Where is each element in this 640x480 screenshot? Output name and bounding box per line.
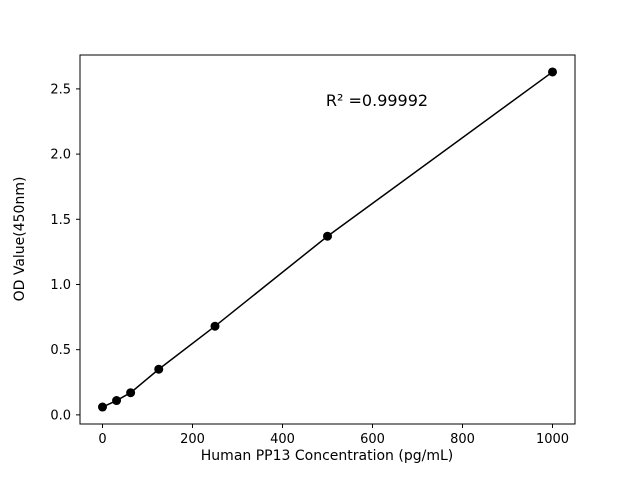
- data-point: [154, 364, 164, 374]
- x-tick-label: 600: [360, 432, 385, 447]
- data-point: [210, 321, 220, 331]
- y-tick-label: 1.0: [50, 278, 71, 293]
- y-tick-label: 0.0: [50, 408, 71, 423]
- y-axis-label: OD Value(450nm): [12, 177, 28, 302]
- x-tick-label: 400: [270, 432, 295, 447]
- x-axis-label: Human PP13 Concentration (pg/mL): [201, 448, 453, 464]
- x-tick-label: 1000: [536, 432, 569, 447]
- x-tick-label: 800: [450, 432, 475, 447]
- y-tick-label: 1.5: [50, 213, 71, 228]
- data-point: [548, 67, 557, 77]
- axes-frame: [79, 54, 576, 425]
- plot-area: 0 200 400 600 800 1000 0.0 0.5 1.0 1.5 2.0 2.5: [50, 54, 576, 447]
- x-tick-label: 0: [98, 432, 106, 447]
- data-point: [98, 402, 107, 412]
- data-point: [112, 396, 122, 406]
- y-tick-label: 0.5: [50, 343, 71, 358]
- y-tick-label: 2.5: [50, 82, 71, 97]
- y-tick-label: 2.0: [50, 148, 71, 163]
- x-tick-label: 200: [180, 432, 205, 447]
- r-squared-annotation: R² =0.99992: [326, 91, 428, 110]
- data-point: [323, 231, 332, 241]
- data-point: [126, 388, 136, 398]
